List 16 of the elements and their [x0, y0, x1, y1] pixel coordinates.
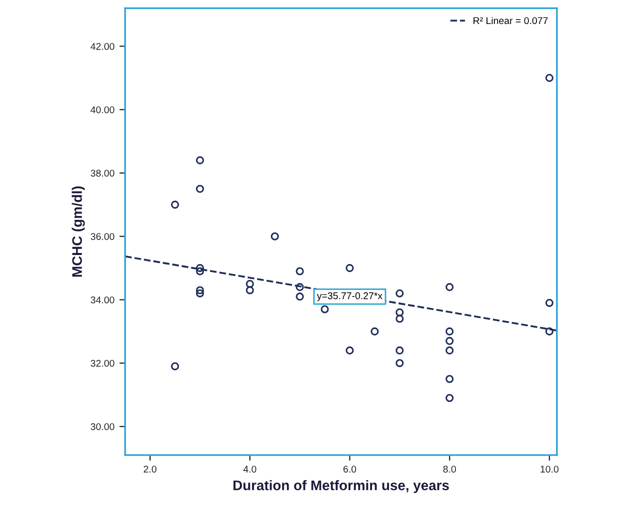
y-axis-title: MCHC (gm/dl): [72, 186, 85, 277]
y-tick-label: 38.00: [90, 170, 114, 177]
legend-label: R² Linear = 0.077: [474, 16, 548, 24]
y-tick-label: 40.00: [90, 106, 114, 114]
x-axis-title: Duration of Metformin use, years: [234, 480, 449, 494]
annotation: y=35.77-0.27*x: [316, 292, 382, 302]
y-tick-label: 32.00: [90, 360, 114, 367]
x-tick-label: 10.0: [540, 466, 558, 473]
x-tick-label: 4.0: [243, 466, 256, 473]
y-tick-label: 36.00: [90, 233, 114, 240]
y-tick-label: 34.00: [90, 296, 114, 304]
x-tick-label: 2.0: [144, 466, 156, 473]
x-tick-label: 6.0: [343, 466, 356, 473]
y-tick-label: 30.00: [90, 423, 114, 430]
x-tick-label: 8.0: [443, 466, 456, 473]
y-tick-label: 42.00: [90, 42, 114, 50]
